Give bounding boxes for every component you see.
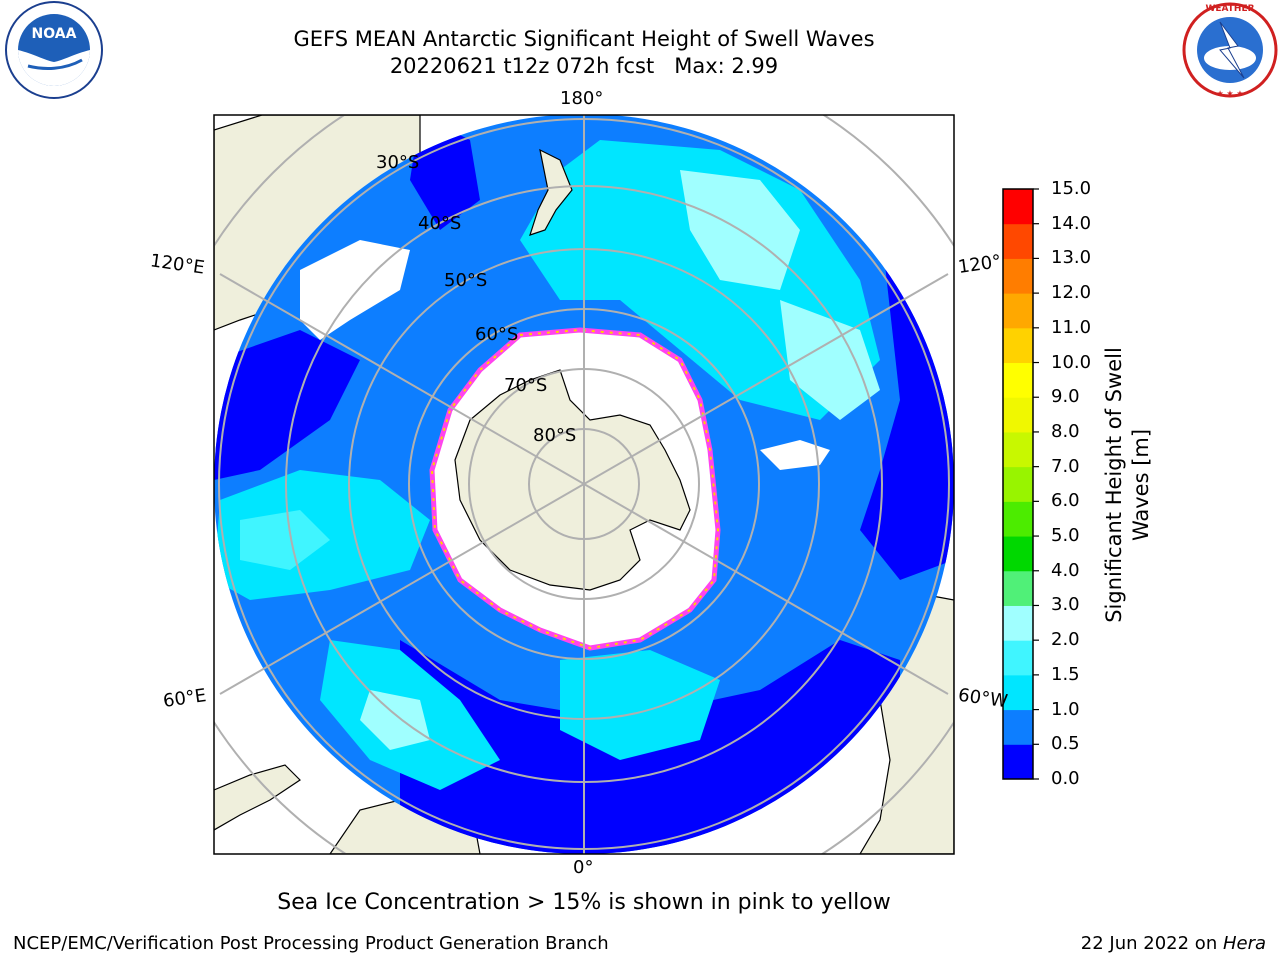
colorbar-band-12 — [1003, 327, 1033, 364]
lat-label-30s: 30°S — [376, 152, 420, 173]
chart-subtitle: 20220621 t12z 072h fcst Max: 2.99 — [389, 54, 779, 78]
colorbar-tick-label: 8.0 — [1051, 420, 1080, 442]
svg-text:★ ★ ★: ★ ★ ★ — [1216, 89, 1243, 98]
colorbar-band-14 — [1003, 258, 1033, 294]
colorbar-tick-label: 14.0 — [1051, 212, 1092, 234]
footer-org: NCEP/EMC/Verification Post Processing Pr… — [13, 933, 609, 954]
sea-ice-note: Sea Ice Concentration > 15% is shown in … — [277, 890, 891, 915]
colorbar-tick-label: 2.0 — [1051, 629, 1080, 651]
colorbar-tick-label: 15.0 — [1051, 178, 1092, 199]
swell-band-high-east — [780, 300, 880, 420]
colorbar-tick-label: 5.0 — [1051, 525, 1080, 547]
colorbar-band-4 — [1003, 605, 1033, 641]
colorbar-tick-label: 0.5 — [1051, 733, 1080, 755]
colorbar-band-3 — [1003, 640, 1033, 676]
lat-label-40s: 40°S — [418, 213, 462, 234]
lat-label-50s: 50°S — [444, 270, 488, 291]
colorbar — [1002, 188, 1039, 780]
lon-label-180: 180° — [560, 88, 604, 109]
colorbar-band-10 — [1003, 397, 1033, 433]
lat-label-80s: 80°S — [533, 425, 577, 446]
colorbar-tick-label: 11.0 — [1051, 316, 1092, 338]
svg-text:WEATHER: WEATHER — [1205, 4, 1254, 14]
land-madagascar — [214, 764, 301, 831]
land-new-zealand — [529, 148, 573, 236]
colorbar-tick-label: 3.0 — [1051, 594, 1080, 616]
chart-title: GEFS MEAN Antarctic Significant Height o… — [293, 27, 875, 51]
colorbar-frame — [1002, 188, 1034, 780]
colorbar-tick-label: 7.0 — [1051, 455, 1080, 477]
colorbar-band-5 — [1003, 570, 1033, 606]
land-antarctica — [454, 369, 691, 591]
lat-label-70s: 70°S — [504, 375, 548, 396]
nws-logo: WEATHER ★ ★ ★ — [1182, 2, 1278, 98]
colorbar-band-6 — [1003, 536, 1033, 572]
colorbar-band-16 — [1003, 189, 1033, 225]
colorbar-tick-label: 9.0 — [1051, 386, 1080, 408]
colorbar-band-13 — [1003, 293, 1033, 329]
swell-band-high-sw — [360, 690, 430, 750]
colorbar-band-15 — [1003, 223, 1033, 259]
swell-band-mid-se — [560, 650, 720, 760]
colorbar-tick-label: 10.0 — [1051, 351, 1092, 373]
swell-band-high-west — [240, 510, 330, 570]
lat-label-60s: 60°S — [475, 324, 519, 345]
svg-text:NOAA: NOAA — [32, 26, 77, 42]
colorbar-tick-label: 13.0 — [1051, 247, 1092, 269]
colorbar-tick-label: 12.0 — [1051, 282, 1092, 304]
colorbar-tick-label: 1.0 — [1051, 698, 1080, 720]
colorbar-band-1 — [1003, 709, 1033, 745]
colorbar-band-0 — [1003, 744, 1033, 780]
colorbar-band-2 — [1003, 674, 1033, 711]
colorbar-band-9 — [1003, 431, 1033, 468]
colorbar-tick-label: 6.0 — [1051, 490, 1080, 512]
colorbar-band-11 — [1003, 362, 1033, 398]
colorbar-band-7 — [1003, 501, 1033, 537]
nodata-pacific — [760, 440, 830, 470]
swell-band-low-west — [214, 330, 360, 480]
colorbar-tick-label: 4.0 — [1051, 559, 1080, 581]
footer-date: 22 Jun 2022 on Hera — [1080, 933, 1266, 954]
colorbar-tick-label: 0.0 — [1051, 768, 1080, 789]
lon-label-0: 0° — [573, 857, 594, 878]
noaa-logo: NOAA — [5, 1, 103, 99]
colorbar-band-8 — [1003, 466, 1033, 502]
colorbar-tick-label: 1.5 — [1051, 663, 1080, 685]
